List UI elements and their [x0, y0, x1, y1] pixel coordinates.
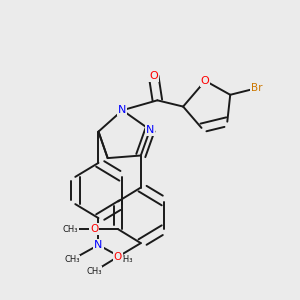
Text: CH₃: CH₃	[62, 225, 78, 234]
Text: N: N	[146, 125, 154, 135]
Text: O: O	[114, 252, 122, 262]
Text: O: O	[149, 71, 158, 81]
Text: N: N	[94, 240, 103, 250]
Text: Br: Br	[251, 83, 262, 93]
Text: CH₃: CH₃	[86, 267, 102, 276]
Text: CH₃: CH₃	[64, 255, 80, 264]
Text: N: N	[118, 105, 127, 115]
Text: CH₃: CH₃	[117, 255, 133, 264]
Text: O: O	[201, 76, 210, 86]
Text: O: O	[90, 224, 98, 234]
